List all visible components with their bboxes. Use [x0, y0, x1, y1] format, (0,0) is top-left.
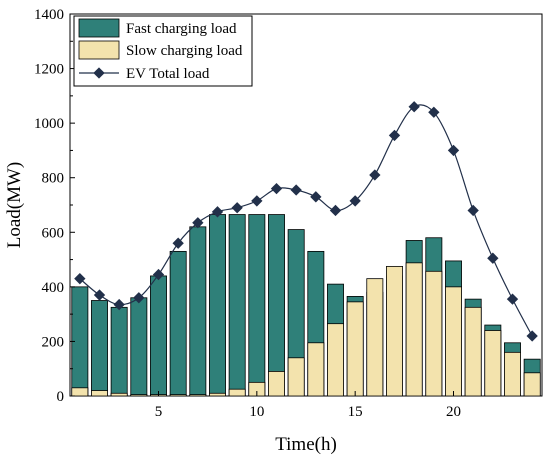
slow-bar-18	[405, 262, 423, 397]
total-load-point-2	[93, 289, 106, 301]
slow-bar-3	[110, 392, 128, 397]
y-tick-label-0: 0	[57, 389, 65, 405]
fast-bar-7	[189, 226, 207, 397]
total-load-point-23	[506, 293, 519, 305]
slow-bar-24	[523, 372, 541, 397]
total-load-point-15	[349, 195, 361, 207]
fast-bar-4	[130, 297, 148, 397]
axes: 0 200 400 600 800 1000 1200 1400 5 10 15 20	[34, 7, 461, 420]
legend-label-total: EV Total load	[126, 66, 210, 82]
y-tick-label-1400: 1400	[34, 7, 64, 23]
slow-bar-22	[484, 330, 502, 397]
slow-bar-12	[287, 357, 305, 397]
total-load-point-10	[251, 195, 263, 207]
slow-bar-8	[209, 392, 226, 397]
total-load-point-5	[152, 268, 165, 281]
total-load-line	[74, 101, 538, 342]
total-load-point-7	[192, 217, 204, 229]
x-axis-title: Time(h)	[275, 434, 337, 455]
slow-bar-7	[189, 394, 207, 397]
fast-bar-5	[150, 275, 167, 397]
y-tick-label-1200: 1200	[34, 62, 64, 78]
total-load-point-11	[270, 182, 283, 195]
y-tick-label-200: 200	[42, 334, 65, 350]
slow-bar-16	[366, 278, 384, 397]
total-load-point-20	[447, 144, 460, 157]
y-axis-title: Load(MW)	[4, 162, 25, 249]
total-load-point-13	[310, 191, 322, 203]
x-tick-label-5: 5	[155, 404, 163, 420]
slow-bar-9	[228, 388, 246, 397]
slow-bar-13	[307, 342, 325, 397]
x-tick-label-10: 10	[249, 404, 264, 420]
fast-bar-3	[110, 306, 128, 397]
total-load-point-16	[369, 169, 381, 181]
slow-bar-2	[91, 390, 108, 397]
total-load-point-6	[172, 237, 184, 249]
fast-bar-11	[268, 214, 285, 397]
fast-bar-6	[169, 250, 187, 397]
total-load-point-22	[487, 252, 499, 264]
y-tick-label-1000: 1000	[34, 116, 64, 132]
total-load-point-4	[133, 292, 145, 304]
slow-bar-4	[130, 394, 148, 397]
slow-bar-20	[445, 286, 462, 397]
y-tick-label-600: 600	[42, 225, 65, 241]
slow-bar-17	[386, 265, 403, 397]
slow-bar-11	[268, 371, 285, 397]
total-load-point-17	[388, 129, 401, 142]
legend-swatch-fast	[78, 18, 120, 38]
slow-bar-15	[346, 301, 364, 397]
fast-bar-10	[248, 214, 266, 397]
x-tick-label-15: 15	[348, 404, 363, 420]
y-tick-label-400: 400	[42, 280, 65, 296]
slow-bar-21	[464, 306, 482, 397]
slow-bar-14	[327, 323, 344, 397]
total-load-point-8	[211, 206, 224, 218]
slow-bar-23	[504, 351, 521, 397]
y-tick-label-800: 800	[42, 171, 65, 187]
fast-bar-2	[91, 300, 108, 397]
legend-label-fast: Fast charging load	[126, 21, 237, 37]
slow-bar-19	[425, 270, 443, 397]
total-load-point-12	[290, 184, 302, 196]
legend-swatch-slow	[78, 40, 120, 60]
slow-bar-6	[169, 394, 187, 397]
legend-label-slow: Slow charging load	[126, 43, 243, 59]
legend: Fast charging load Slow charging load EV…	[73, 15, 253, 87]
total-load-curve	[79, 104, 533, 337]
slow-bar-1	[71, 387, 89, 397]
slow-charging-bars	[71, 262, 541, 397]
fast-bar-9	[228, 214, 246, 397]
total-load-point-9	[231, 202, 243, 214]
x-tick-label-20: 20	[446, 404, 461, 420]
total-load-point-24	[526, 330, 538, 342]
total-load-point-21	[467, 204, 479, 217]
fast-bar-8	[209, 214, 226, 397]
total-load-point-14	[329, 204, 342, 217]
